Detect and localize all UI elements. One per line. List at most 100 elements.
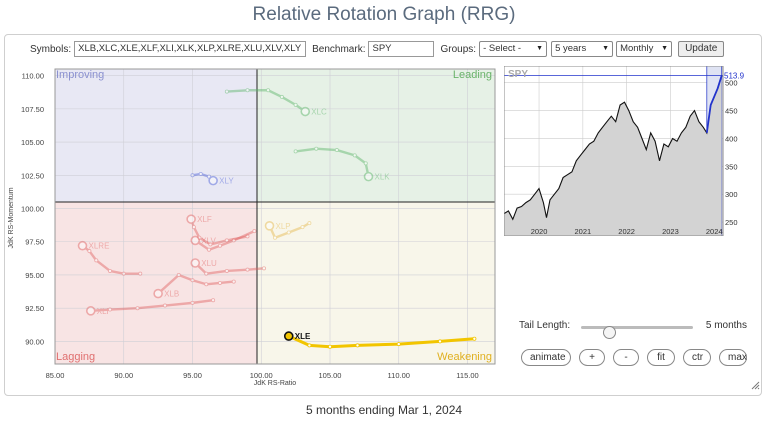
series-label: XLV <box>201 236 216 245</box>
series-xly[interactable]: XLY <box>190 171 234 186</box>
series-tail-point <box>224 268 229 273</box>
series-tail <box>191 172 215 182</box>
slider-thumb[interactable] <box>603 326 617 339</box>
plot-frame <box>54 68 496 365</box>
series-head-point[interactable] <box>363 171 374 182</box>
series-xlf[interactable]: XLF <box>186 214 250 247</box>
y-tick-label: 90.00 <box>25 337 44 346</box>
y-tick-label: 95.00 <box>25 271 44 280</box>
y-tick-label: 92.50 <box>25 304 44 313</box>
series-label: XLY <box>219 177 234 186</box>
benchmark-x-tick-label: 2021 <box>574 227 591 236</box>
frequency-select[interactable]: Monthly ▼ <box>616 41 673 57</box>
series-tail-point <box>334 148 339 153</box>
benchmark-y-tick-label: 500 <box>725 79 738 88</box>
animation-controls: animate + - fit ctr max <box>521 349 747 367</box>
series-tail <box>81 244 142 275</box>
animate-button[interactable]: animate <box>521 349 571 366</box>
benchmark-label: Benchmark: <box>312 43 366 55</box>
quadrant-leading <box>257 69 495 202</box>
series-xle[interactable]: XLE <box>283 331 477 349</box>
series-tail-point <box>190 278 195 283</box>
max-button[interactable]: max <box>719 349 747 366</box>
rrg-series: XLC XLK XLY XLP XLE XLF XLRE XLU XLV XLB XLI <box>77 88 477 349</box>
series-label: XLF <box>197 215 212 224</box>
center-button[interactable]: ctr <box>683 349 711 366</box>
chevron-down-icon: ▼ <box>536 45 544 52</box>
benchmark-input[interactable]: SPY <box>368 41 435 57</box>
frequency-select-value: Monthly <box>620 43 654 54</box>
benchmark-chart: SPY 513.99 2020 2021 2022 2023 2024 250 300 35… <box>504 66 744 236</box>
series-tail-point <box>245 88 250 93</box>
series-tail-point <box>261 266 266 271</box>
series-label: XLP <box>276 222 291 231</box>
tail-length-control: Tail Length: 5 months <box>517 320 763 339</box>
zoom-in-button[interactable]: + <box>579 349 605 366</box>
series-tail-point <box>176 272 181 277</box>
groups-label: Groups: <box>440 43 477 55</box>
resize-handle-icon[interactable] <box>750 380 760 390</box>
benchmark-area <box>504 75 722 236</box>
rrg-chart: Improving Leading Weakening Lagging 85.0… <box>8 68 496 387</box>
series-xlre[interactable]: XLRE <box>77 240 143 276</box>
series-label: XLC <box>311 108 327 117</box>
series-tail-point <box>272 235 277 240</box>
series-tail-point <box>191 225 196 230</box>
benchmark-y-tick-label: 300 <box>725 190 738 199</box>
symbols-label: Symbols: <box>30 43 72 55</box>
series-tail-point <box>300 225 305 230</box>
x-tick-label: 95.00 <box>183 371 202 380</box>
series-head-point[interactable] <box>153 288 163 299</box>
series-head-point[interactable] <box>283 331 294 341</box>
series-tail-point <box>162 303 167 308</box>
y-tick-label: 100.00 <box>21 205 44 214</box>
benchmark-y-tick-label: 250 <box>725 218 738 227</box>
series-head-point[interactable] <box>264 221 275 231</box>
series-tail-point <box>252 229 257 234</box>
series-tail-point <box>293 149 298 154</box>
series-head-point[interactable] <box>85 306 96 316</box>
groups-select-value: - Select - <box>483 43 522 54</box>
benchmark-x-ticks: 2020 2021 2022 2023 2024 <box>531 227 723 236</box>
x-tick-label: 110.00 <box>388 371 410 380</box>
period-select[interactable]: 5 years ▼ <box>551 41 614 57</box>
x-axis-ticks: 85.00 90.00 95.00 100.00 105.00 110.00 115.00 <box>46 371 479 380</box>
series-xli[interactable]: XLI <box>85 298 216 316</box>
symbols-input[interactable]: XLB,XLC,XLE,XLF,XLI,XLK,XLP,XLRE,XLU,XLV… <box>74 41 307 57</box>
series-head-point[interactable] <box>300 106 311 117</box>
benchmark-frame <box>504 66 724 236</box>
quadrant-label-lagging: Lagging <box>56 351 95 363</box>
series-xlp[interactable]: XLP <box>264 221 312 240</box>
series-xlb[interactable]: XLB <box>153 272 236 299</box>
x-tick-label: 105.00 <box>319 371 342 380</box>
tail-length-value: 5 months <box>705 320 747 331</box>
quadrant-label-improving: Improving <box>56 69 104 81</box>
series-head-point[interactable] <box>186 214 196 224</box>
series-label: XLB <box>164 290 179 299</box>
series-head-point[interactable] <box>77 240 88 251</box>
series-xlc[interactable]: XLC <box>224 88 327 117</box>
series-tail-point <box>204 282 209 287</box>
series-xlk[interactable]: XLK <box>293 146 391 182</box>
y-axis-label: JdK RS-Momentum <box>8 187 15 248</box>
series-head-point[interactable] <box>190 258 201 268</box>
series-xlv[interactable]: XLV <box>190 229 257 252</box>
series-tail <box>294 147 370 178</box>
series-tail-point <box>224 89 229 94</box>
series-tail-point <box>190 300 195 305</box>
series-head-point[interactable] <box>190 235 201 246</box>
tail-length-slider[interactable] <box>581 326 693 339</box>
series-head-point[interactable] <box>208 175 218 186</box>
fit-button[interactable]: fit <box>647 349 675 366</box>
series-tail <box>225 89 307 113</box>
benchmark-y-tick-label: 450 <box>725 107 738 116</box>
series-label: XLK <box>375 173 391 182</box>
groups-select[interactable]: - Select - ▼ <box>479 41 548 57</box>
update-button[interactable]: Update <box>678 41 725 57</box>
quadrant-label-leading: Leading <box>453 69 492 81</box>
series-tail-point <box>197 235 202 240</box>
series-tail-point <box>293 102 298 107</box>
zoom-out-button[interactable]: - <box>613 349 639 366</box>
series-tail-point <box>208 242 213 247</box>
series-xlu[interactable]: XLU <box>190 258 266 276</box>
